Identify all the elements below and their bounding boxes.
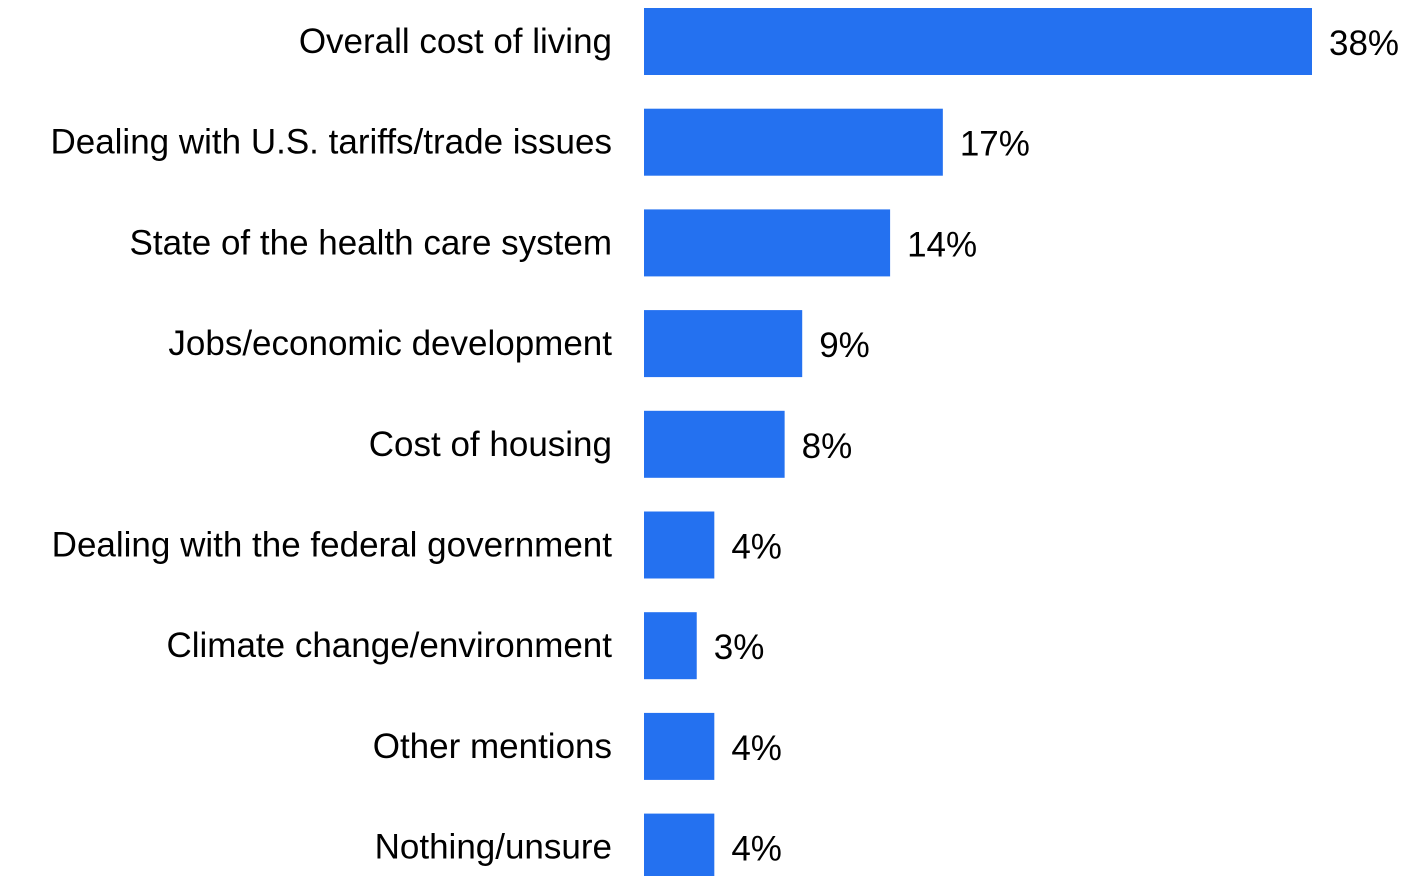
bar-other-mentions <box>644 712 715 780</box>
value-label-dealing-with-the-federal-government: 4% <box>731 528 782 567</box>
bar-dealing-with-u-s-tariffs-trade-issues <box>644 108 943 176</box>
category-label-cost-of-housing: Cost of housing <box>369 425 612 464</box>
bar-state-of-the-health-care-system <box>644 209 891 277</box>
category-label-other-mentions: Other mentions <box>373 727 612 766</box>
value-label-dealing-with-u-s-tariffs-trade-issues: 17% <box>960 125 1030 164</box>
value-label-nothing-unsure: 4% <box>731 830 782 869</box>
category-label-nothing-unsure: Nothing/unsure <box>375 828 612 867</box>
value-label-climate-change-environment: 3% <box>714 628 765 667</box>
bar-jobs-economic-development <box>644 310 803 378</box>
bar-cost-of-housing <box>644 410 785 478</box>
category-label-climate-change-environment: Climate change/environment <box>166 626 612 665</box>
bar-dealing-with-the-federal-government <box>644 511 715 579</box>
bar-nothing-unsure <box>644 813 715 876</box>
category-label-dealing-with-u-s-tariffs-trade-issues: Dealing with U.S. tariffs/trade issues <box>50 123 612 162</box>
category-label-overall-cost-of-living: Overall cost of living <box>299 22 612 61</box>
bar-climate-change-environment <box>644 612 697 680</box>
category-label-dealing-with-the-federal-government: Dealing with the federal government <box>52 526 613 565</box>
value-labels: 38% 17% 14% 9% 8% 4% 3% 4% 4% <box>714 24 1399 869</box>
value-label-cost-of-housing: 8% <box>802 427 853 466</box>
bars <box>644 8 1312 876</box>
category-label-state-of-the-health-care-system: State of the health care system <box>130 223 612 262</box>
value-label-state-of-the-health-care-system: 14% <box>907 225 977 264</box>
value-label-overall-cost-of-living: 38% <box>1329 24 1399 63</box>
category-labels: Overall cost of living Dealing with U.S. … <box>50 22 612 867</box>
bar-overall-cost-of-living <box>644 8 1312 75</box>
value-label-jobs-economic-development: 9% <box>819 326 870 365</box>
value-label-other-mentions: 4% <box>731 729 782 768</box>
category-label-jobs-economic-development: Jobs/economic development <box>168 324 612 363</box>
